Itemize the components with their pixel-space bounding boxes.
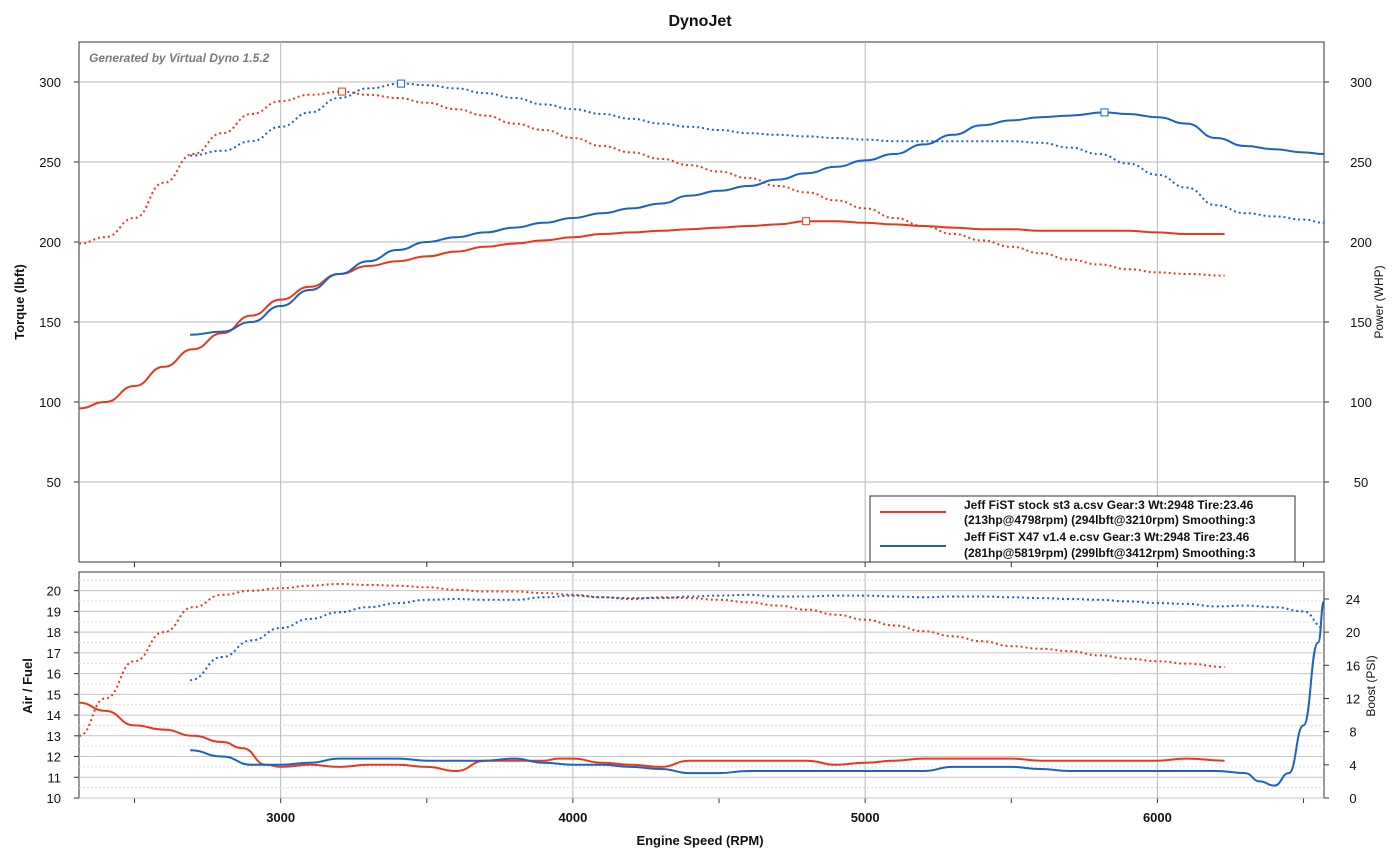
- peak-marker-stock-torque: [338, 87, 347, 96]
- bottom-ytick-label-left: 16: [47, 667, 61, 682]
- y-axis-label-power: Power (WHP): [1372, 265, 1386, 338]
- bottom-ytick-label-right: 8: [1349, 725, 1356, 740]
- top-ytick-label-right: 300: [1350, 75, 1372, 90]
- legend-label-x47-line2: (281hp@5819rpm) (299lbft@3412rpm) Smooth…: [964, 546, 1256, 560]
- bottom-ytick-label-left: 15: [47, 687, 61, 702]
- series-x47-power: [190, 111, 1325, 336]
- bottom-grid: [79, 572, 1324, 803]
- series-x47-afr: [190, 600, 1325, 787]
- bottom-ytick-label-right: 16: [1346, 658, 1360, 673]
- top-ytick-label-left: 250: [39, 155, 61, 170]
- series-stock-torque: [78, 90, 1225, 277]
- legend-label-x47-line1: Jeff FiST X47 v1.4 e.csv Gear:3 Wt:2948 …: [964, 530, 1250, 544]
- top-tick-labels: 50 100 150 200 250 300 50 100 150 200 250 300: [39, 75, 1372, 490]
- y-axis-label-afr: Air / Fuel: [20, 658, 35, 714]
- top-ytick-label-right: 200: [1350, 235, 1372, 250]
- x-axis-label: Engine Speed (RPM): [636, 833, 763, 848]
- legend-label-stock-line1: Jeff FiST stock st3 a.csv Gear:3 Wt:2948…: [964, 498, 1254, 512]
- top-series-group: [78, 79, 1325, 410]
- series-x47-torque: [190, 82, 1325, 224]
- chart-title: DynoJet: [668, 13, 732, 30]
- legend-label-stock-line2: (213hp@4798rpm) (294lbft@3210rpm) Smooth…: [964, 513, 1256, 527]
- top-ytick-label-left: 200: [39, 235, 61, 250]
- afr-boost-panel: 10 11 12 13 14 15 16 17 18 19 20 0 4 8 12 16 20 24 3000 400…: [20, 571, 1378, 848]
- series-x47-boost: [189, 593, 1325, 682]
- bottom-ytick-label-left: 13: [47, 729, 61, 744]
- xtick-label: 6000: [1143, 810, 1172, 825]
- xtick-label: 4000: [558, 810, 587, 825]
- bottom-ytick-label-left: 20: [47, 584, 61, 599]
- bottom-ytick-label-left: 11: [48, 770, 62, 785]
- series-stock-power: [78, 220, 1225, 410]
- xtick-label: 5000: [851, 810, 880, 825]
- watermark: Generated by Virtual Dyno 1.5.2: [89, 51, 270, 65]
- bottom-ytick-label-left: 14: [47, 708, 61, 723]
- bottom-ytick-label-left: 10: [47, 791, 61, 806]
- y-axis-label-torque: Torque (lbft): [12, 264, 27, 340]
- top-ytick-label-right: 100: [1350, 395, 1372, 410]
- bottom-ytick-label-right: 24: [1346, 592, 1360, 607]
- bottom-ytick-label-right: 12: [1346, 691, 1360, 706]
- peak-marker-x47-torque: [397, 79, 406, 88]
- bottom-ytick-label-left: 17: [47, 646, 61, 661]
- bottom-ytick-label-left: 18: [47, 625, 61, 640]
- torque-power-panel: 50 100 150 200 250 300 50 100 150 200 250 300 Gener…: [12, 41, 1386, 567]
- xtick-label: 3000: [266, 810, 295, 825]
- legend-box: [869, 495, 1296, 563]
- bottom-ytick-label-right: 4: [1349, 758, 1356, 773]
- top-ytick-label-left: 100: [39, 395, 61, 410]
- top-ytick-label-right: 50: [1354, 475, 1368, 490]
- bottom-ytick-label-left: 12: [47, 750, 61, 765]
- bottom-ytick-label-right: 0: [1349, 791, 1356, 806]
- bottom-tick-labels: 10 11 12 13 14 15 16 17 18 19 20 0 4 8 12 16 20 24 3000 400…: [47, 584, 1361, 825]
- top-plot-frame: [78, 41, 1325, 563]
- bottom-ytick-label-right: 20: [1346, 625, 1360, 640]
- peak-marker-stock-power: [802, 217, 811, 226]
- bottom-series-group: [78, 583, 1325, 787]
- top-grid: [79, 42, 1324, 567]
- top-ytick-label-left: 300: [39, 75, 61, 90]
- y-axis-label-boost: Boost (PSI): [1364, 655, 1378, 716]
- peak-marker-x47-power: [1100, 108, 1109, 117]
- bottom-ytick-label-left: 19: [47, 604, 61, 619]
- top-ytick-label-left: 150: [39, 315, 61, 330]
- legend: Jeff FiST stock st3 a.csv Gear:3 Wt:2948…: [869, 495, 1296, 563]
- top-ytick-label-left: 50: [47, 475, 61, 490]
- top-ytick-label-right: 250: [1350, 155, 1372, 170]
- series-stock-boost: [78, 583, 1225, 737]
- top-ytick-label-right: 150: [1350, 315, 1372, 330]
